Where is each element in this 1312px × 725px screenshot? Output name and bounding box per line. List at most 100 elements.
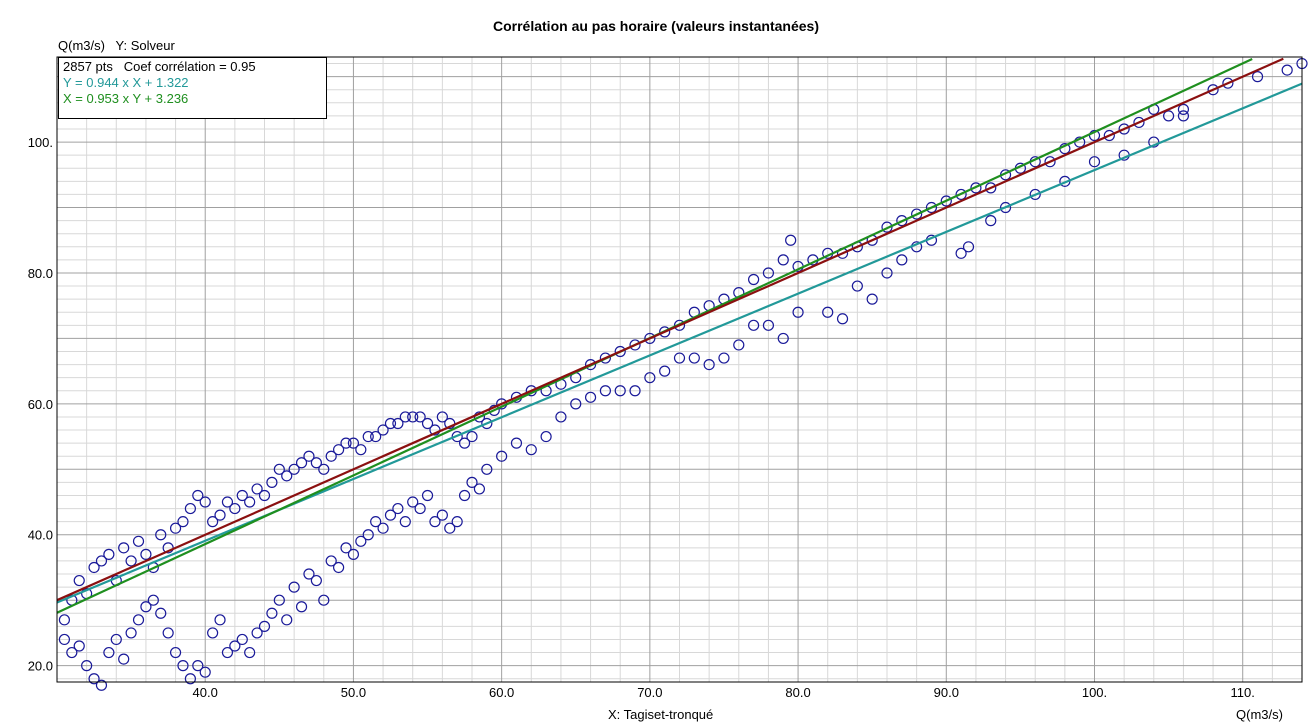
- data-point: [340, 542, 352, 554]
- data-point: [340, 437, 352, 449]
- data-point: [940, 195, 952, 207]
- data-point: [140, 548, 152, 560]
- data-point: [436, 411, 448, 423]
- data-point: [310, 457, 322, 469]
- data-point: [199, 496, 211, 508]
- chart-grid: [56, 57, 1303, 682]
- x-axis-unit: Q(m3/s): [1236, 707, 1283, 722]
- data-point: [318, 594, 330, 606]
- data-point: [147, 594, 159, 606]
- data-point: [718, 352, 730, 364]
- data-point: [266, 607, 278, 619]
- data-point: [481, 463, 493, 475]
- data-point: [192, 660, 204, 672]
- data-point: [1029, 188, 1041, 201]
- y-tick-label: 80.0: [28, 266, 53, 281]
- regression-lines: [56, 57, 1303, 614]
- data-point: [458, 489, 471, 502]
- data-point: [258, 620, 271, 632]
- data-point: [762, 319, 775, 331]
- data-point: [792, 306, 804, 318]
- data-point: [1103, 129, 1115, 142]
- data-point: [392, 502, 404, 515]
- data-point: [95, 679, 108, 691]
- data-point: [347, 548, 360, 560]
- data-point: [1163, 110, 1175, 122]
- data-point: [673, 352, 686, 364]
- data-point: [599, 385, 611, 397]
- data-point: [673, 319, 686, 331]
- data-point: [377, 522, 389, 534]
- data-point: [1251, 71, 1264, 83]
- chart-axes: [56, 56, 1303, 683]
- data-point: [132, 535, 145, 547]
- data-point: [881, 221, 893, 233]
- data-point: [399, 516, 411, 528]
- data-point: [288, 463, 300, 475]
- data-point: [273, 463, 285, 475]
- data-point: [985, 215, 997, 227]
- data-point: [347, 437, 360, 449]
- data-point: [762, 267, 775, 279]
- data-point: [407, 496, 419, 508]
- y-tick-label: 60.0: [28, 397, 53, 412]
- data-point: [851, 280, 863, 292]
- data-point: [584, 391, 597, 403]
- data-point: [310, 574, 322, 587]
- data-point: [88, 561, 100, 574]
- data-point: [325, 450, 337, 462]
- data-point: [244, 646, 256, 659]
- data-point: [177, 660, 189, 672]
- data-point: [251, 483, 263, 495]
- data-point: [659, 365, 671, 377]
- y-tick-label: 100.: [28, 135, 53, 150]
- data-point: [207, 516, 219, 528]
- plot-border: [56, 56, 1303, 683]
- data-point: [1118, 123, 1130, 135]
- data-point: [644, 372, 656, 384]
- x-tick-label: 40.0: [193, 685, 218, 700]
- data-point: [392, 417, 404, 430]
- data-point: [355, 535, 367, 547]
- data-point: [88, 673, 100, 685]
- data-point: [584, 358, 597, 371]
- data-point: [896, 215, 908, 227]
- data-point: [333, 561, 345, 574]
- data-point: [614, 345, 626, 358]
- data-point: [451, 516, 463, 528]
- data-point: [1148, 136, 1160, 148]
- data-point: [785, 234, 797, 246]
- data-point: [58, 633, 71, 646]
- data-point: [207, 627, 219, 639]
- data-point: [273, 594, 285, 606]
- data-point: [214, 614, 226, 626]
- data-point: [970, 182, 982, 194]
- y-tick-label: 20.0: [28, 659, 53, 674]
- data-point: [384, 509, 397, 521]
- data-point: [251, 627, 263, 639]
- data-point: [118, 653, 130, 665]
- x-tick-label: 50.0: [341, 685, 366, 700]
- data-point: [1177, 110, 1190, 122]
- data-point: [496, 450, 508, 462]
- data-point: [451, 430, 463, 443]
- x-axis-label: X: Tagiset-tronqué: [608, 707, 714, 722]
- data-point: [822, 306, 834, 318]
- x-tick-label: 90.0: [934, 685, 959, 700]
- data-point: [985, 182, 997, 194]
- data-point: [66, 646, 78, 659]
- data-point: [1088, 156, 1101, 168]
- data-point: [473, 483, 486, 495]
- data-point: [481, 417, 493, 430]
- data-point: [1177, 103, 1190, 115]
- data-point: [881, 267, 893, 279]
- data-point: [58, 614, 71, 626]
- data-points: [58, 57, 1308, 691]
- data-point: [132, 614, 145, 626]
- data-point: [295, 457, 308, 469]
- data-point: [436, 509, 448, 521]
- data-point: [384, 417, 397, 430]
- data-point: [999, 201, 1012, 214]
- data-point: [110, 633, 122, 646]
- data-point: [184, 673, 196, 685]
